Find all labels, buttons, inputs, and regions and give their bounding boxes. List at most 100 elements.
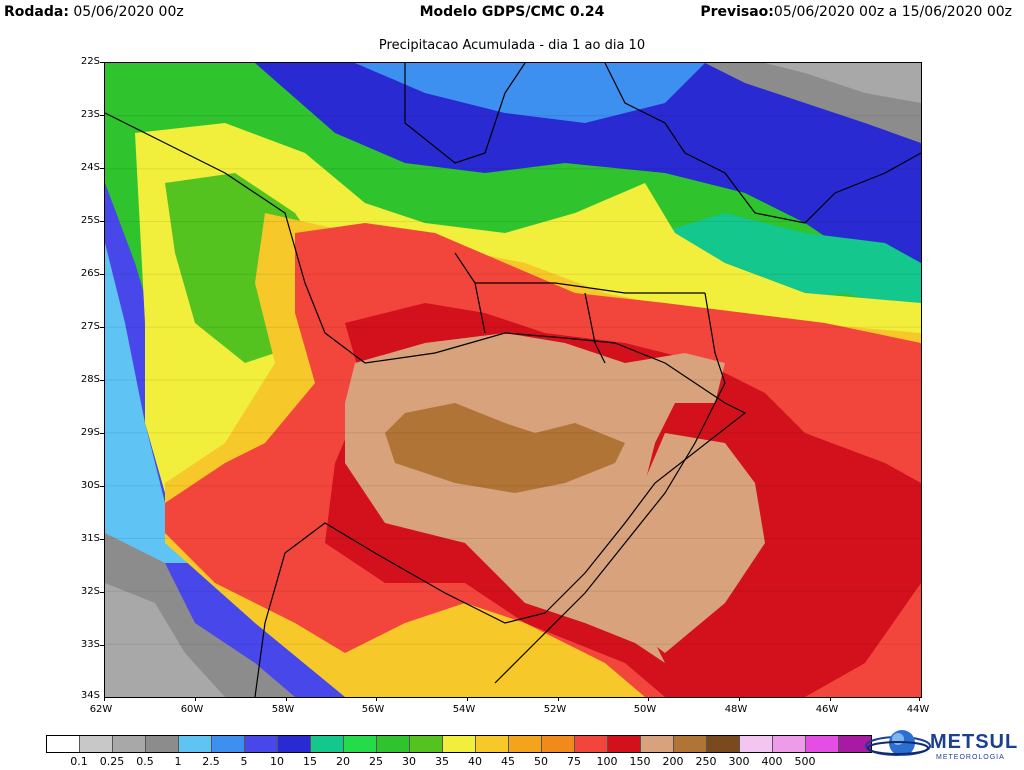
legend-label: 500 bbox=[794, 755, 816, 768]
legend-swatch bbox=[443, 736, 476, 752]
lon-label: 58W bbox=[271, 704, 295, 715]
legend-swatch bbox=[212, 736, 245, 752]
model-label: Modelo GDPS/CMC 0.24 bbox=[419, 4, 605, 20]
forecast-period: Previsao:05/06/2020 00z a 15/06/2020 00z bbox=[700, 4, 1012, 20]
lon-label: 60W bbox=[180, 704, 204, 715]
lat-tick bbox=[100, 380, 104, 381]
lon-tick bbox=[286, 697, 287, 701]
legend-swatch bbox=[839, 736, 871, 752]
legend-swatch bbox=[47, 736, 80, 752]
legend-swatch bbox=[509, 736, 542, 752]
lon-label: 44W bbox=[906, 704, 930, 715]
lat-label: 25S bbox=[80, 215, 100, 226]
legend-label: 30 bbox=[402, 755, 416, 768]
lon-label: 48W bbox=[724, 704, 748, 715]
lat-tick bbox=[100, 433, 104, 434]
legend-label: 250 bbox=[695, 755, 717, 768]
legend-label: 150 bbox=[629, 755, 651, 768]
legend-swatch bbox=[146, 736, 179, 752]
region-lightgray-southwest bbox=[105, 583, 225, 697]
lon-tick bbox=[376, 697, 377, 701]
legend-swatch bbox=[410, 736, 443, 752]
region-lightblue-north bbox=[355, 63, 705, 123]
precipitation-map bbox=[104, 62, 922, 698]
legend-label: 40 bbox=[468, 755, 482, 768]
lat-tick bbox=[100, 327, 104, 328]
legend-swatch bbox=[311, 736, 344, 752]
lat-tick bbox=[100, 168, 104, 169]
map-subtitle: Precipitacao Acumulada - dia 1 ao dia 10 bbox=[378, 38, 646, 53]
lon-tick bbox=[739, 697, 740, 701]
lat-tick bbox=[100, 592, 104, 593]
legend-label: 15 bbox=[303, 755, 317, 768]
lat-tick bbox=[100, 274, 104, 275]
lat-label: 33S bbox=[80, 639, 100, 650]
lon-tick bbox=[104, 697, 105, 701]
lon-tick bbox=[195, 697, 196, 701]
run-date: Rodada: 05/06/2020 00z bbox=[4, 4, 184, 20]
legend-label: 300 bbox=[728, 755, 750, 768]
lon-label: 56W bbox=[361, 704, 385, 715]
legend-label: 25 bbox=[369, 755, 383, 768]
legend-label: 45 bbox=[501, 755, 515, 768]
region-blue-west bbox=[105, 183, 365, 697]
region-brown-center bbox=[385, 403, 625, 493]
logo-name: METSUL bbox=[930, 731, 1019, 753]
legend-swatch bbox=[476, 736, 509, 752]
legend-label: 1 bbox=[174, 755, 182, 768]
region-lightgray-northeast bbox=[765, 63, 921, 103]
lon-label: 50W bbox=[633, 704, 657, 715]
lon-tick bbox=[467, 697, 468, 701]
legend-swatch bbox=[608, 736, 641, 752]
lat-tick bbox=[100, 539, 104, 540]
lat-tick bbox=[100, 645, 104, 646]
lat-tick bbox=[100, 221, 104, 222]
lat-label: 30S bbox=[80, 480, 100, 491]
metsul-globe-icon bbox=[865, 730, 931, 756]
lat-label: 34S bbox=[80, 690, 100, 701]
lon-label: 46W bbox=[815, 704, 839, 715]
lon-label: 54W bbox=[452, 704, 476, 715]
legend-color-bar bbox=[46, 735, 872, 753]
region-lightblue-west bbox=[105, 243, 195, 563]
legend-label: 5 bbox=[240, 755, 248, 768]
legend-swatch bbox=[806, 736, 839, 752]
legend-label: 35 bbox=[435, 755, 449, 768]
legend-label: 200 bbox=[662, 755, 684, 768]
lat-label: 28S bbox=[80, 374, 100, 385]
lon-label: 62W bbox=[89, 704, 113, 715]
legend-swatch bbox=[377, 736, 410, 752]
lat-label: 27S bbox=[80, 321, 100, 332]
forecast-label: Previsao: bbox=[700, 4, 774, 20]
logo-tagline: METEOROLOGIA bbox=[936, 754, 1005, 761]
lat-label: 24S bbox=[80, 162, 100, 173]
lat-tick bbox=[100, 486, 104, 487]
legend-swatch bbox=[344, 736, 377, 752]
legend-swatch bbox=[707, 736, 740, 752]
legend-label: 100 bbox=[596, 755, 618, 768]
political-borders bbox=[105, 63, 921, 697]
lat-tick bbox=[100, 115, 104, 116]
legend-label: 10 bbox=[270, 755, 284, 768]
legend-swatch bbox=[575, 736, 608, 752]
run-value: 05/06/2020 00z bbox=[73, 4, 184, 20]
legend-swatch bbox=[278, 736, 311, 752]
lat-label: 23S bbox=[80, 109, 100, 120]
legend-swatch bbox=[113, 736, 146, 752]
lon-tick bbox=[558, 697, 559, 701]
lon-tick bbox=[648, 697, 649, 701]
lat-tick bbox=[100, 62, 104, 63]
legend-swatch bbox=[179, 736, 212, 752]
lat-label: 32S bbox=[80, 586, 100, 597]
legend-swatch bbox=[80, 736, 113, 752]
legend-label: 50 bbox=[534, 755, 548, 768]
region-teal-east bbox=[625, 213, 921, 313]
lon-label: 52W bbox=[543, 704, 567, 715]
run-label: Rodada: bbox=[4, 4, 69, 20]
region-yellow bbox=[135, 123, 921, 493]
legend-swatch bbox=[245, 736, 278, 752]
legend-label: 0.1 bbox=[70, 755, 88, 768]
legend-label: 0.25 bbox=[99, 755, 125, 768]
legend-swatch bbox=[542, 736, 575, 752]
model-title: Modelo GDPS/CMC 0.24 bbox=[0, 4, 1024, 20]
